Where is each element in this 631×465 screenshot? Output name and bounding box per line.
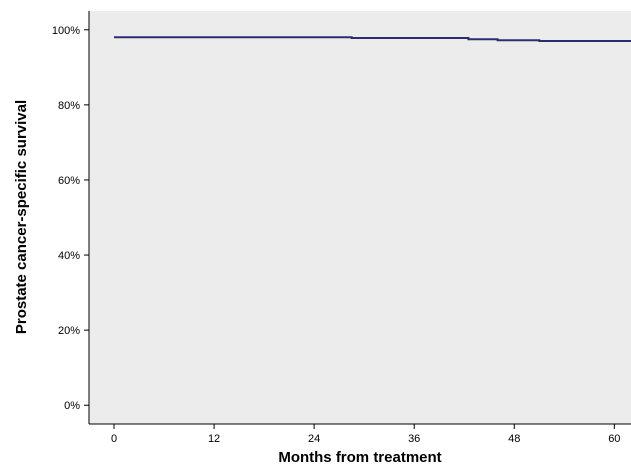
y-tick-label: 0% — [64, 400, 80, 412]
y-axis: 0% 20% 40% 60% 80% 100% — [52, 11, 90, 424]
x-tick-label: 36 — [408, 433, 420, 445]
y-tick-label: 60% — [58, 175, 80, 187]
x-axis: 0 12 24 36 48 60 — [89, 423, 631, 445]
survival-curve — [114, 36, 631, 42]
x-tick-label: 12 — [208, 433, 220, 445]
x-tick-label: 48 — [508, 433, 520, 445]
x-tick-label: 60 — [608, 433, 620, 445]
plot-area — [89, 11, 631, 424]
x-tick-label: 24 — [308, 433, 320, 445]
y-tick-label: 20% — [58, 325, 80, 337]
series-layer — [114, 36, 631, 42]
x-axis-title: Months from treatment — [278, 449, 441, 465]
y-tick-label: 80% — [58, 100, 80, 112]
y-axis-title: Prostate cancer-specific survival — [13, 100, 30, 334]
y-tick-label: 40% — [58, 250, 80, 262]
y-tick-label: 100% — [52, 25, 80, 37]
x-tick-label: 0 — [111, 433, 117, 445]
